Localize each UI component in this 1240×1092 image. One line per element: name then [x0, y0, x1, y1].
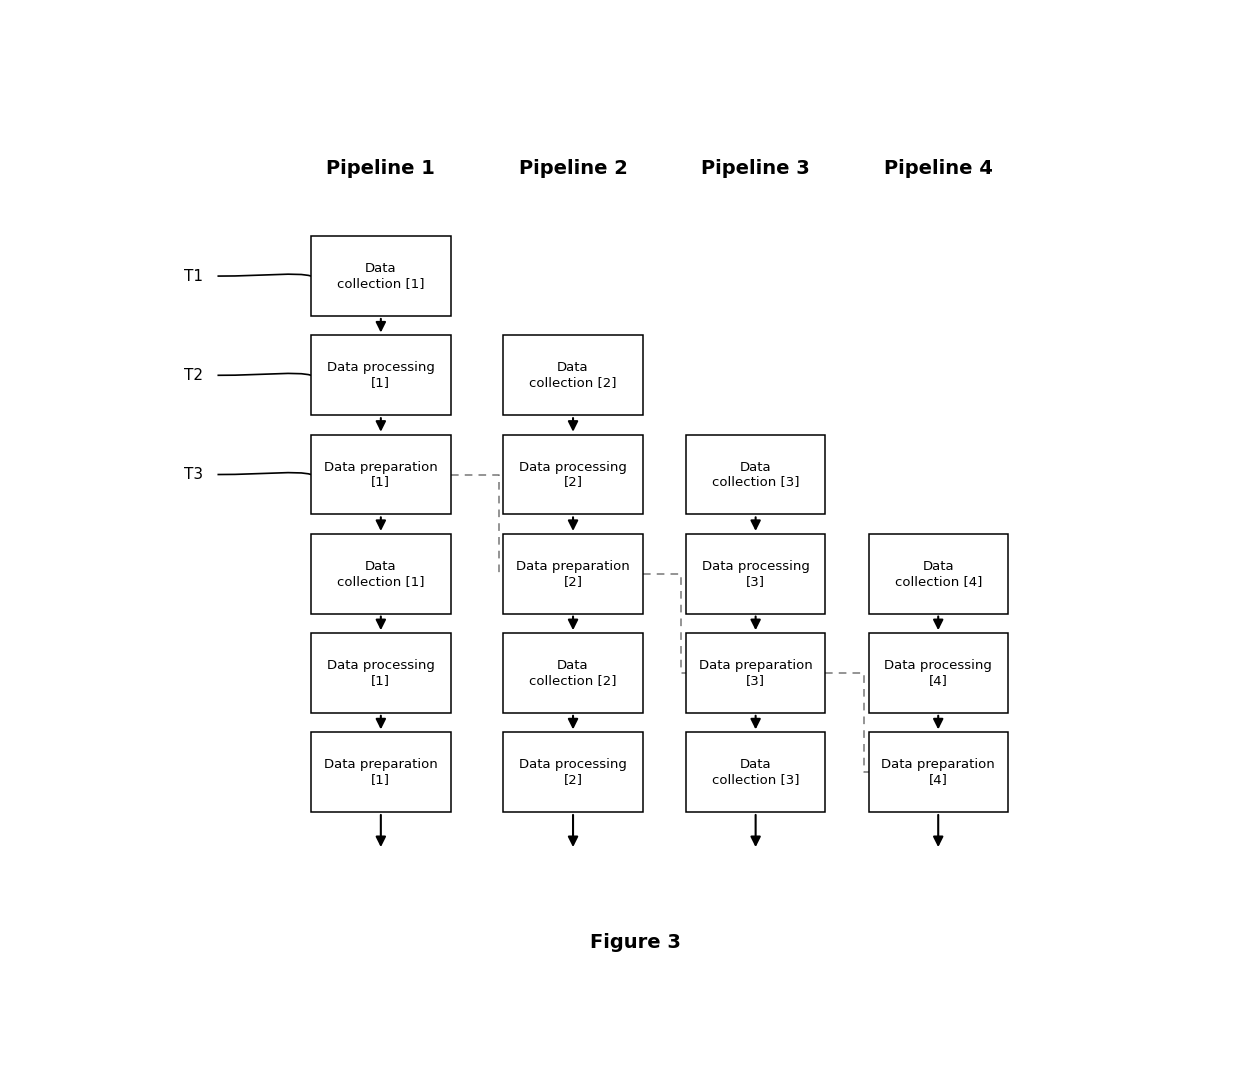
Text: Data
collection [2]: Data collection [2] — [529, 658, 616, 687]
Text: T3: T3 — [184, 467, 203, 482]
Bar — [686, 733, 826, 812]
Bar — [311, 335, 450, 415]
Bar — [503, 534, 642, 614]
Text: Data
collection [2]: Data collection [2] — [529, 361, 616, 390]
Bar — [311, 236, 450, 316]
Text: Pipeline 2: Pipeline 2 — [518, 159, 627, 178]
Bar — [686, 435, 826, 514]
Text: Data preparation
[4]: Data preparation [4] — [882, 758, 994, 786]
Text: Figure 3: Figure 3 — [590, 933, 681, 952]
Text: Data processing
[4]: Data processing [4] — [884, 658, 992, 687]
Text: Data processing
[1]: Data processing [1] — [327, 361, 435, 390]
Bar — [503, 335, 642, 415]
Bar — [311, 435, 450, 514]
Text: Data preparation
[1]: Data preparation [1] — [324, 758, 438, 786]
Text: Data
collection [1]: Data collection [1] — [337, 560, 424, 587]
Bar — [311, 733, 450, 812]
Text: Data
collection [3]: Data collection [3] — [712, 758, 800, 786]
Text: T1: T1 — [184, 269, 203, 284]
Bar — [503, 633, 642, 713]
Bar — [686, 633, 826, 713]
Bar — [311, 633, 450, 713]
Text: Data processing
[2]: Data processing [2] — [520, 758, 627, 786]
Text: Data
collection [1]: Data collection [1] — [337, 262, 424, 290]
Bar — [868, 534, 1008, 614]
Text: T2: T2 — [184, 368, 203, 383]
Text: Data preparation
[1]: Data preparation [1] — [324, 461, 438, 488]
Text: Pipeline 1: Pipeline 1 — [326, 159, 435, 178]
Text: Data
collection [3]: Data collection [3] — [712, 461, 800, 488]
Bar — [868, 633, 1008, 713]
Text: Pipeline 3: Pipeline 3 — [702, 159, 810, 178]
Bar — [868, 733, 1008, 812]
Text: Data processing
[1]: Data processing [1] — [327, 658, 435, 687]
Text: Data processing
[2]: Data processing [2] — [520, 461, 627, 488]
Text: Data preparation
[2]: Data preparation [2] — [516, 560, 630, 587]
Bar — [311, 534, 450, 614]
Text: Pipeline 4: Pipeline 4 — [884, 159, 993, 178]
Text: Data preparation
[3]: Data preparation [3] — [699, 658, 812, 687]
Text: Data processing
[3]: Data processing [3] — [702, 560, 810, 587]
Bar — [503, 435, 642, 514]
Bar — [686, 534, 826, 614]
Bar — [503, 733, 642, 812]
Text: Data
collection [4]: Data collection [4] — [894, 560, 982, 587]
